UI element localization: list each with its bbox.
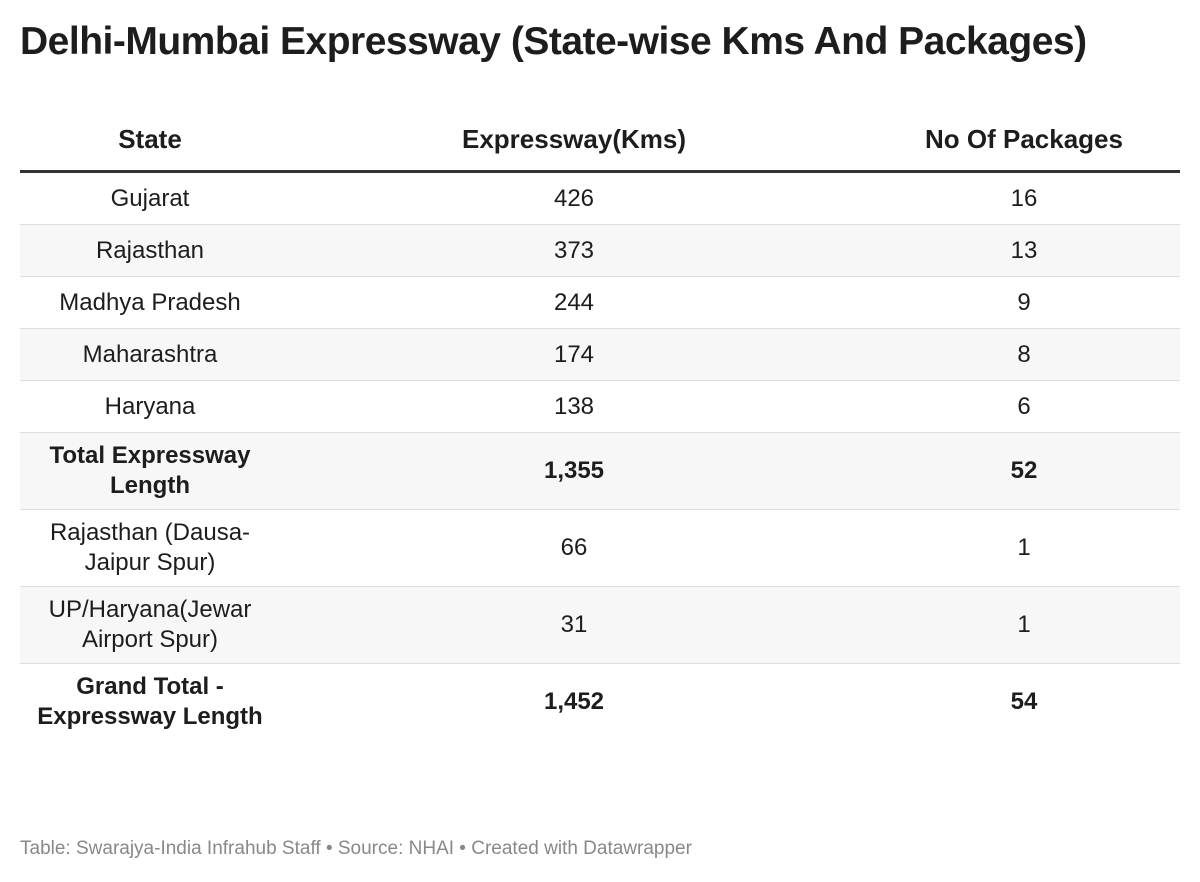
- table-row: Haryana 138 6: [20, 380, 1180, 433]
- column-header-packages[interactable]: No Of Packages: [868, 108, 1180, 173]
- cell-kms: 138: [280, 380, 868, 433]
- cell-kms: 174: [280, 328, 868, 381]
- cell-kms: 373: [280, 224, 868, 277]
- table-title: Delhi-Mumbai Expressway (State-wise Kms …: [20, 20, 1087, 63]
- cell-packages: 1: [868, 586, 1180, 664]
- header-row: State Expressway(Kms) No Of Packages: [20, 108, 1180, 173]
- footer-credits: Table: Swarajya-India Infrahub Staff • S…: [20, 838, 692, 859]
- table-row: Gujarat 426 16: [20, 171, 1180, 225]
- table-row: UP/Haryana(Jewar Airport Spur) 31 1: [20, 586, 1180, 664]
- table-row: Maharashtra 174 8: [20, 328, 1180, 381]
- cell-packages: 54: [1010, 688, 1038, 715]
- cell-packages: 13: [868, 224, 1180, 277]
- cell-packages: 9: [868, 276, 1180, 329]
- cell-packages: 6: [868, 380, 1180, 433]
- column-header-state[interactable]: State: [20, 108, 280, 173]
- cell-packages: 8: [868, 328, 1180, 381]
- table-row: Rajasthan (Dausa-Jaipur Spur) 66 1: [20, 509, 1180, 587]
- cell-kms: 1,452: [543, 688, 605, 715]
- cell-state: Total Expressway Length: [20, 432, 280, 510]
- cell-state: Rajasthan: [20, 224, 280, 277]
- table-row: Madhya Pradesh 244 9: [20, 276, 1180, 329]
- cell-packages: 16: [868, 171, 1180, 225]
- cell-kms: 1,355: [280, 432, 868, 510]
- cell-kms: 31: [280, 586, 868, 664]
- cell-state: Gujarat: [20, 171, 280, 225]
- cell-kms: 426: [280, 171, 868, 225]
- column-header-kms[interactable]: Expressway(Kms): [280, 108, 868, 173]
- cell-state: Madhya Pradesh: [20, 276, 280, 329]
- cell-state: UP/Haryana(Jewar Airport Spur): [20, 586, 280, 664]
- cell-packages: 52: [868, 432, 1180, 510]
- cell-state: Rajasthan (Dausa-Jaipur Spur): [20, 509, 280, 587]
- data-table: State Expressway(Kms) No Of Packages Guj…: [20, 108, 1180, 740]
- table-row: Rajasthan 373 13: [20, 224, 1180, 277]
- cell-state: Maharashtra: [20, 328, 280, 381]
- cell-state: Grand Total - Expressway Length: [37, 673, 263, 730]
- cell-packages: 1: [868, 509, 1180, 587]
- cell-kms: 66: [280, 509, 868, 587]
- cell-state: Haryana: [20, 380, 280, 433]
- table-row: Total Expressway Length 1,355 52: [20, 432, 1180, 510]
- table-row: Grand Total - Expressway Length 1,452 54: [20, 664, 1180, 741]
- cell-kms: 244: [280, 276, 868, 329]
